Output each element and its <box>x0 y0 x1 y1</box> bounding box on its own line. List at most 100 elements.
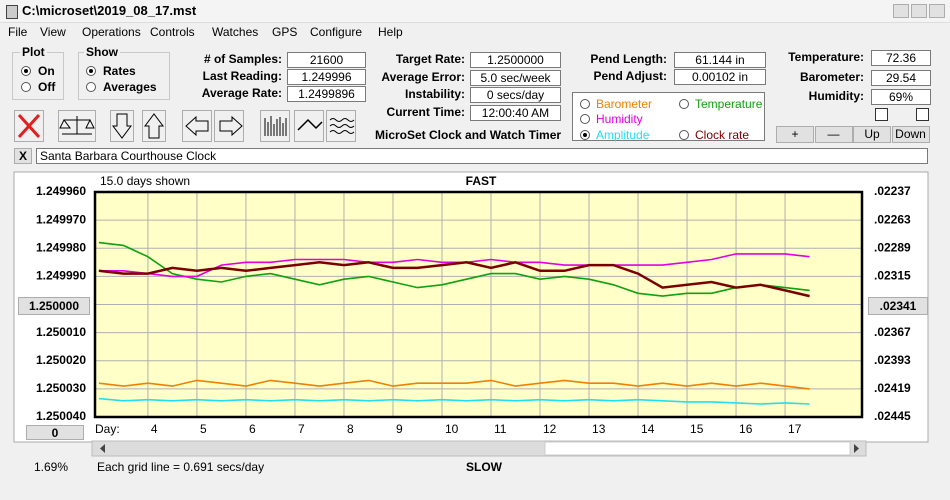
field-label: Temperature: <box>788 50 864 64</box>
small-button[interactable]: Up <box>853 126 891 143</box>
title-bar: C:\microset\2019_08_17.mst <box>0 0 950 23</box>
menu-item[interactable]: View <box>40 25 66 39</box>
x-tick-label: 14 <box>641 422 655 436</box>
small-button[interactable]: Down <box>891 126 930 143</box>
show-group <box>78 52 170 100</box>
small-button[interactable]: — <box>814 126 853 143</box>
series-line <box>98 241 810 297</box>
legend-label[interactable]: Temperature <box>695 97 763 111</box>
field-value: 5.0 sec/week <box>470 69 561 86</box>
toolbar-button[interactable] <box>58 110 96 142</box>
y-tick-label: 1.249980 <box>36 240 86 254</box>
clock-name[interactable]: Santa Barbara Courthouse Clock <box>36 148 928 164</box>
subtitle: MicroSet Clock and Watch Timer <box>375 128 562 142</box>
left-readout[interactable]: 1.250000 <box>18 297 90 315</box>
y-tick-label: 1.250010 <box>36 325 86 339</box>
field-label: Instability: <box>404 87 465 101</box>
x-axis-label: Day: <box>95 422 120 436</box>
radio-button[interactable] <box>21 66 31 76</box>
y2-tick-label: .02315 <box>874 269 911 283</box>
menu-item[interactable]: Help <box>378 25 403 39</box>
y2-tick-label: .02367 <box>874 325 911 339</box>
field-value: 0 secs/day <box>470 87 561 103</box>
field-label: Pend Adjust: <box>593 69 667 83</box>
app-icon <box>6 5 18 19</box>
toolbar-button[interactable] <box>182 110 212 142</box>
legend-label[interactable]: Barometer <box>596 97 653 111</box>
radio-button[interactable] <box>86 82 96 92</box>
y-tick-label: 1.249970 <box>36 212 86 226</box>
x-tick-label: 9 <box>396 422 403 436</box>
radio-label[interactable]: Rates <box>103 64 136 78</box>
x-tick-label: 16 <box>739 422 753 436</box>
checkbox[interactable] <box>875 108 888 121</box>
legend-label[interactable]: Amplitude <box>596 128 650 142</box>
show-label: Show <box>84 45 120 59</box>
radio-label[interactable]: Off <box>38 80 56 94</box>
toolbar-button[interactable] <box>214 110 244 142</box>
radio-button[interactable] <box>679 99 689 109</box>
legend-label[interactable]: Humidity <box>596 112 643 126</box>
field-label: Last Reading: <box>202 69 282 83</box>
percent: 1.69% <box>34 460 68 474</box>
radio-button[interactable] <box>580 114 590 124</box>
radio-button[interactable] <box>86 66 96 76</box>
y-tick-label: 1.250040 <box>36 409 86 423</box>
x-tick-label: 8 <box>347 422 354 436</box>
window-title: C:\microset\2019_08_17.mst <box>22 3 197 18</box>
series-line <box>98 379 810 390</box>
field-value: 72.36 <box>871 50 931 66</box>
days-shown: 15.0 days shown <box>100 174 190 188</box>
field-value: 21600 <box>287 52 366 68</box>
x-tick-label: 5 <box>200 422 207 436</box>
toolbar-button[interactable] <box>326 110 356 142</box>
x-tick-label: 11 <box>494 422 507 436</box>
menu-item[interactable]: Configure <box>310 25 363 39</box>
field-label: # of Samples: <box>203 52 282 66</box>
checkbox[interactable] <box>916 108 929 121</box>
radio-button[interactable] <box>21 82 31 92</box>
top-label: FAST <box>466 174 497 188</box>
menu-item[interactable]: GPS <box>272 25 298 39</box>
small-button[interactable]: + <box>776 126 814 143</box>
right-readout[interactable]: .02341 <box>868 297 928 315</box>
field-value: 12:00:40 AM <box>470 104 561 121</box>
x-tick-label: 12 <box>543 422 557 436</box>
field-label: Pend Length: <box>590 52 667 66</box>
x-tick-label: 13 <box>592 422 606 436</box>
scroll-readout[interactable]: 0 <box>26 425 84 440</box>
close-window-button[interactable] <box>929 4 945 18</box>
plot-label: Plot <box>20 45 47 59</box>
radio-label[interactable]: On <box>38 64 55 78</box>
field-value: 0.00102 in <box>674 69 766 85</box>
y-tick-label: 1.249960 <box>36 184 86 198</box>
radio-button[interactable] <box>580 130 590 140</box>
field-label: Average Rate: <box>201 86 282 100</box>
scroll-thumb <box>544 441 851 456</box>
minimize-button[interactable] <box>893 4 909 18</box>
menu-item[interactable]: Controls <box>150 25 195 39</box>
menu-item[interactable]: Operations <box>82 25 141 39</box>
radio-button[interactable] <box>580 99 590 109</box>
radio-button[interactable] <box>679 130 689 140</box>
radio-label[interactable]: Averages <box>103 80 157 94</box>
y2-tick-label: .02419 <box>874 381 911 395</box>
menu-item[interactable]: Watches <box>212 25 259 39</box>
series-line <box>98 397 810 405</box>
scroll-arrow-left <box>100 444 105 453</box>
x-tick-label: 4 <box>151 422 158 436</box>
menu-item[interactable]: File <box>8 25 28 39</box>
y2-tick-label: .02445 <box>874 409 911 423</box>
bottom-label: SLOW <box>466 460 503 474</box>
maximize-button[interactable] <box>911 4 927 18</box>
y2-tick-label: .02393 <box>874 353 911 367</box>
field-label: Average Error: <box>381 69 465 84</box>
close-button[interactable]: X <box>14 148 32 164</box>
y-tick-label: 1.249990 <box>36 269 86 283</box>
field-value: 1.249996 <box>287 69 366 85</box>
legend-label[interactable]: Clock rate <box>695 128 750 142</box>
x-tick-label: 7 <box>298 422 305 436</box>
grid-note: Each grid line = 0.691 secs/day <box>97 460 264 474</box>
